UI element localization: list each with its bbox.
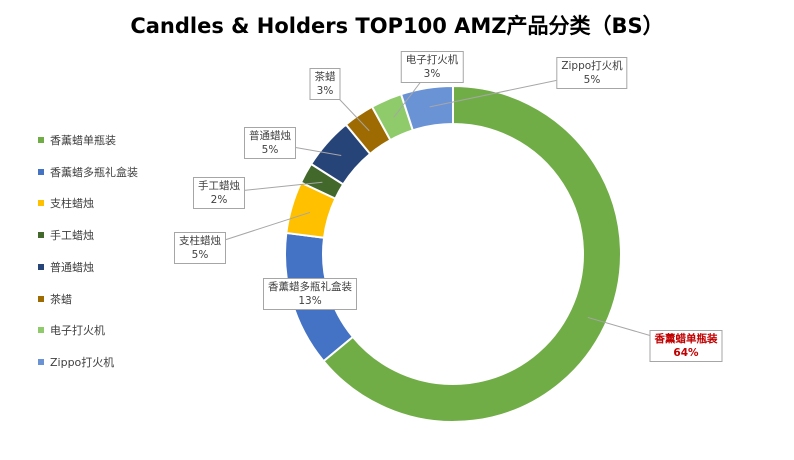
legend-swatch <box>38 295 44 302</box>
donut-slice <box>399 84 454 132</box>
legend-item: 茶蜡 <box>38 291 72 307</box>
data-label: 支柱蜡烛 5% <box>174 232 226 264</box>
legend-swatch <box>38 232 44 239</box>
chart-title: Candles & Holders TOP100 AMZ产品分类（BS） <box>130 14 664 38</box>
legend-swatch <box>38 263 44 270</box>
legend-swatch <box>38 358 44 365</box>
legend-label: 电子打火机 <box>50 324 105 338</box>
data-label-value: 5% <box>583 74 601 86</box>
legend-label: Zippo打火机 <box>50 355 115 369</box>
data-label-category: 电子打火机 <box>405 54 459 66</box>
legend-label: 香薰蜡单瓶装 <box>50 134 116 147</box>
data-label-value: 5% <box>191 249 209 261</box>
legend-item: 普通蜡烛 <box>38 259 94 275</box>
data-label-category: 茶蜡 <box>314 71 336 83</box>
data-label-category: 普通蜡烛 <box>249 130 291 142</box>
data-label: 香薰蜡单瓶装 64% <box>649 330 723 362</box>
data-label: 香薰蜡多瓶礼盒装 13% <box>263 278 357 310</box>
legend-item: 香薰蜡单瓶装 <box>38 132 116 148</box>
data-label-value: 64% <box>673 347 699 359</box>
legend-label: 香薰蜡多瓶礼盒装 <box>50 165 138 179</box>
donut-slice <box>322 84 622 423</box>
legend-swatch <box>38 327 44 334</box>
legend-item: 手工蜡烛 <box>38 227 94 243</box>
legend-item: 支柱蜡烛 <box>38 195 94 211</box>
legend-item: 电子打火机 <box>38 322 105 338</box>
data-label-category: 手工蜡烛 <box>198 180 240 192</box>
legend-item: Zippo打火机 <box>38 354 114 370</box>
legend-label: 手工蜡烛 <box>50 229 94 243</box>
data-label: 茶蜡 3% <box>309 68 341 100</box>
data-label: Zippo打火机 5% <box>556 57 628 89</box>
legend-label: 普通蜡烛 <box>50 260 94 274</box>
legend-swatch <box>38 200 44 207</box>
legend-label: 支柱蜡烛 <box>50 197 94 211</box>
legend-label: 茶蜡 <box>50 292 72 306</box>
data-label-value: 2% <box>210 194 228 206</box>
data-label-category: 香薰蜡单瓶装 <box>654 333 718 345</box>
legend-item: 香薰蜡多瓶礼盒装 <box>38 164 138 180</box>
legend-swatch <box>38 168 44 175</box>
legend-swatch <box>38 137 44 143</box>
data-label: 电子打火机 3% <box>400 51 464 83</box>
data-label: 手工蜡烛 2% <box>193 177 245 209</box>
data-label-value: 5% <box>261 144 279 156</box>
data-label-category: Zippo打火机 <box>561 60 623 72</box>
data-label-category: 支柱蜡烛 <box>179 235 221 247</box>
data-label-value: 3% <box>316 85 334 97</box>
data-label: 普通蜡烛 5% <box>244 127 296 159</box>
data-label-value: 3% <box>423 68 441 80</box>
data-label-category: 香薰蜡多瓶礼盒装 <box>268 281 352 293</box>
data-label-value: 13% <box>298 295 322 307</box>
